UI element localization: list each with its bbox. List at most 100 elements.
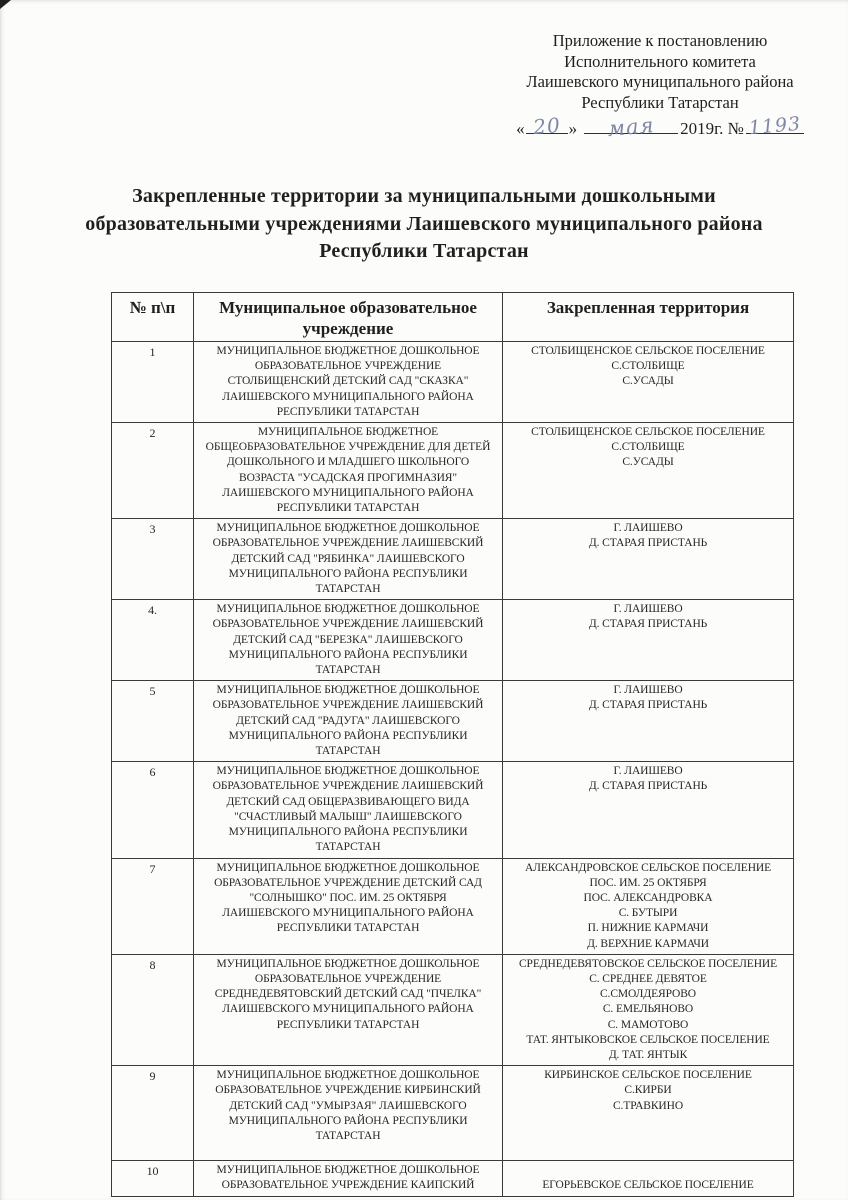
cell-line: ПОС. ИМ. 25 ОКТЯБРЯ bbox=[589, 876, 707, 889]
cell-line: ТАТАРСТАН bbox=[315, 664, 381, 677]
territory-cell: КИРБИНСКОЕ СЕЛЬСКОЕ ПОСЕЛЕНИЕ С.КИРБИ С.ТР… bbox=[502, 1065, 794, 1162]
cell-line: ОБРАЗОВАТЕЛЬНОЕ УЧРЕЖДЕНИЕ ЛАИШЕВСКИЙ bbox=[212, 537, 484, 550]
cell-line: П. НИЖНИЕ КАРМАЧИ bbox=[587, 922, 709, 935]
institution-cell: МУНИЦИПАЛЬНОЕ БЮДЖЕТНОЕ ДОШКОЛЬНОЕ ОБРАЗО… bbox=[193, 761, 503, 859]
cell-line: С.СМОЛДЕЯРОВО bbox=[599, 988, 697, 1001]
cell-line: ДОШКОЛЬНОГО И МЛАДШЕГО ШКОЛЬНОГО bbox=[226, 456, 470, 469]
cell-line: Д. СТАРАЯ ПРИСТАНЬ bbox=[588, 618, 708, 631]
cell-line: ОБРАЗОВАТЕЛЬНОЕ УЧРЕЖДЕНИЕ КИРБИНСКИЙ bbox=[215, 1084, 481, 1097]
col-header-number: № п\п bbox=[111, 292, 194, 342]
cell-line: ОБРАЗОВАТЕЛЬНОЕ УЧРЕЖДЕНИЕ bbox=[254, 360, 442, 373]
cell-line: ДЕТСКИЙ САД "РАДУГА" ЛАИШЕВСКОГО bbox=[236, 714, 460, 727]
cell-line: ДЕТСКИЙ САД "УМЫРЗАЯ" ЛАИШЕВСКОГО bbox=[229, 1099, 467, 1112]
cell-line: Д. ВЕРХНИЕ КАРМАЧИ bbox=[587, 937, 709, 950]
institution-cell: МУНИЦИПАЛЬНОЕ БЮДЖЕТНОЕ ДОШКОЛЬНОЕ ОБРАЗО… bbox=[193, 1160, 503, 1197]
table-row: 4. МУНИЦИПАЛЬНОЕ БЮДЖЕТНОЕ ДОШКОЛЬНОЕ ОБРА… bbox=[111, 599, 794, 682]
number-blank: 1193 bbox=[745, 112, 804, 139]
document-title: Закрепленные территории за муниципальным… bbox=[0, 183, 848, 266]
row-number: 9 bbox=[111, 1065, 194, 1162]
cell-line: МУНИЦИПАЛЬНОЕ БЮДЖЕТНОЕ ДОШКОЛЬНОЕ bbox=[216, 957, 480, 970]
cell-line: ВОЗРАСТА "УСАДСКАЯ ПРОГИМНАЗИЯ" bbox=[239, 471, 457, 484]
title-line-3: Республики Татарстан bbox=[319, 240, 529, 262]
row-number: 6 bbox=[111, 761, 194, 859]
cell-line: ЛАИШЕВСКОГО МУНИЦИПАЛЬНОГО РАЙОНА bbox=[222, 486, 474, 499]
cell-line: МУНИЦИПАЛЬНОГО РАЙОНА РЕСПУБЛИКИ bbox=[228, 567, 468, 580]
row-number: 2 bbox=[111, 422, 194, 520]
cell-line: МУНИЦИПАЛЬНОЕ БЮДЖЕТНОЕ ДОШКОЛЬНОЕ bbox=[216, 1164, 480, 1177]
cell-line: С.УСАДЫ bbox=[622, 456, 674, 469]
institution-cell: МУНИЦИПАЛЬНОЕ БЮДЖЕТНОЕ ДОШКОЛЬНОЕ ОБРАЗО… bbox=[193, 599, 503, 682]
cell-line: ОБРАЗОВАТЕЛЬНОЕ УЧРЕЖДЕНИЕ КАИПСКИЙ bbox=[221, 1179, 475, 1192]
cell-line: СРЕДНЕДЕВЯТОВСКИЙ ДЕТСКИЙ САД "ПЧЕЛКА" bbox=[214, 988, 482, 1001]
table-row: 2 МУНИЦИПАЛЬНОЕ БЮДЖЕТНОЕ ОБЩЕОБРАЗОВАТЕЛЬ… bbox=[111, 422, 794, 520]
cell-line: С.КИРБИ bbox=[624, 1084, 672, 1097]
cell-line: СТОЛБИЩЕНСКИЙ ДЕТСКИЙ САД "СКАЗКА" bbox=[227, 375, 469, 388]
territory-cell: Г. ЛАИШЕВО Д. СТАРАЯ ПРИСТАНЬ bbox=[502, 680, 794, 763]
table-row: 1 МУНИЦИПАЛЬНОЕ БЮДЖЕТНОЕ ДОШКОЛЬНОЕ ОБРАЗ… bbox=[111, 340, 794, 424]
cell-line: СТОЛБИЩЕНСКОЕ СЕЛЬСКОЕ ПОСЕЛЕНИЕ bbox=[531, 345, 765, 357]
handwritten-day: 20 bbox=[531, 112, 562, 139]
cell-line: МУНИЦИПАЛЬНОЕ БЮДЖЕТНОЕ ДОШКОЛЬНОЕ bbox=[216, 522, 480, 535]
cell-line: "СЧАСТЛИВЫЙ МАЛЫШ" ЛАИШЕВСКОГО bbox=[234, 810, 462, 823]
cell-line: МУНИЦИПАЛЬНОГО РАЙОНА РЕСПУБЛИКИ bbox=[228, 826, 468, 839]
cell-line: С.СТОЛБИЩЕ bbox=[611, 360, 685, 373]
cell-line: С. БУТЫРИ bbox=[618, 907, 678, 920]
cell-line: ЛАИШЕВСКОГО МУНИЦИПАЛЬНОГО РАЙОНА bbox=[222, 907, 474, 920]
cell-line: ТАТАРСТАН bbox=[315, 1129, 381, 1142]
territory-cell: Г. ЛАИШЕВО Д. СТАРАЯ ПРИСТАНЬ bbox=[502, 599, 794, 682]
cell-line: КИРБИНСКОЕ СЕЛЬСКОЕ ПОСЕЛЕНИЕ bbox=[544, 1069, 752, 1082]
cell-line: ДЕТСКИЙ САД "БЕРЕЗКА" ЛАИШЕВСКОГО bbox=[233, 633, 463, 646]
table-row: 7 МУНИЦИПАЛЬНОЕ БЮДЖЕТНОЕ ДОШКОЛЬНОЕ ОБРАЗ… bbox=[111, 857, 794, 955]
approval-stamp: Приложение к постановлению Исполнительно… bbox=[505, 31, 815, 140]
institution-cell: МУНИЦИПАЛЬНОЕ БЮДЖЕТНОЕ ДОШКОЛЬНОЕ ОБРАЗО… bbox=[193, 953, 503, 1067]
cell-line: С. ЕМЕЛЬЯНОВО bbox=[602, 1003, 694, 1016]
cell-line: ОБРАЗОВАТЕЛЬНОЕ УЧРЕЖДЕНИЕ ЛАИШЕВСКИЙ bbox=[212, 780, 484, 793]
territory-cell: АЛЕКСАНДРОВСКОЕ СЕЛЬСКОЕ ПОСЕЛЕНИЕ ПОС. И… bbox=[502, 857, 794, 955]
cell-line: Д. СТАРАЯ ПРИСТАНЬ bbox=[588, 537, 708, 550]
cell-line: ОБРАЗОВАТЕЛЬНОЕ УЧРЕЖДЕНИЕ ЛАИШЕВСКИЙ bbox=[212, 618, 484, 631]
cell-line: ОБРАЗОВАТЕЛЬНОЕ УЧРЕЖДЕНИЕ bbox=[254, 972, 442, 985]
cell-line: Г. ЛАИШЕВО bbox=[613, 765, 683, 778]
cell-line: Г. ЛАИШЕВО bbox=[613, 684, 683, 697]
institution-cell: МУНИЦИПАЛЬНОЕ БЮДЖЕТНОЕ ДОШКОЛЬНОЕ ОБРАЗО… bbox=[193, 1065, 503, 1162]
approval-line-2: Исполнительного комитета bbox=[564, 51, 756, 71]
territories-table: № п\п Муниципальное образовательное учре… bbox=[111, 292, 794, 1197]
cell-line: АЛЕКСАНДРОВСКОЕ СЕЛЬСКОЕ ПОСЕЛЕНИЕ bbox=[524, 861, 772, 874]
row-number: 7 bbox=[111, 857, 194, 955]
table-row: 3 МУНИЦИПАЛЬНОЕ БЮДЖЕТНОЕ ДОШКОЛЬНОЕ ОБРАЗ… bbox=[111, 518, 794, 601]
territory-cell: СТОЛБИЩЕНСКОЕ СЕЛЬСКОЕ ПОСЕЛЕНИЕ С.СТОЛБИ… bbox=[502, 422, 794, 520]
row-number: 10 bbox=[111, 1160, 194, 1197]
cell-line bbox=[507, 1163, 789, 1178]
institution-cell: МУНИЦИПАЛЬНОЕ БЮДЖЕТНОЕ ОБЩЕОБРАЗОВАТЕЛЬН… bbox=[193, 422, 503, 520]
row-number: 1 bbox=[111, 340, 194, 424]
approval-line-1: Приложение к постановлению bbox=[552, 31, 768, 50]
cell-line: МУНИЦИПАЛЬНОГО РАЙОНА РЕСПУБЛИКИ bbox=[228, 729, 468, 742]
date-line: « 20 » мая 2019г. № 1193 bbox=[505, 112, 815, 140]
cell-line: ТАТАРСТАН bbox=[315, 745, 381, 758]
territory-cell: СТОЛБИЩЕНСКОЕ СЕЛЬСКОЕ ПОСЕЛЕНИЕ С.СТОЛБИ… bbox=[502, 340, 794, 424]
cell-line: ЕГОРЬЕВСКОЕ СЕЛЬСКОЕ ПОСЕЛЕНИЕ bbox=[542, 1179, 754, 1192]
cell-line: МУНИЦИПАЛЬНОЕ БЮДЖЕТНОЕ bbox=[257, 426, 439, 439]
cell-line: С. МАМОТОВО bbox=[607, 1018, 689, 1031]
day-blank: 20 bbox=[525, 112, 568, 139]
cell-line: РЕСПУБЛИКИ ТАТАРСТАН bbox=[276, 1018, 420, 1031]
cell-line: МУНИЦИПАЛЬНОЕ БЮДЖЕТНОЕ ДОШКОЛЬНОЕ bbox=[216, 861, 480, 874]
handwritten-number: 1193 bbox=[747, 112, 802, 139]
territory-cell: Г. ЛАИШЕВО Д. СТАРАЯ ПРИСТАНЬ bbox=[502, 761, 794, 859]
row-number: 8 bbox=[111, 953, 194, 1067]
month-blank: мая bbox=[584, 113, 679, 140]
cell-line: "СОЛНЫШКО" ПОС. ИМ. 25 ОКТЯБРЯ bbox=[249, 891, 447, 904]
cell-line: РЕСПУБЛИКИ ТАТАРСТАН bbox=[276, 502, 420, 515]
cell-line: МУНИЦИПАЛЬНОГО РАЙОНА РЕСПУБЛИКИ bbox=[228, 1114, 468, 1127]
cell-line: ТАТАРСТАН bbox=[315, 583, 381, 596]
institution-cell: МУНИЦИПАЛЬНОЕ БЮДЖЕТНОЕ ДОШКОЛЬНОЕ ОБРАЗО… bbox=[193, 857, 503, 955]
table-body: 1 МУНИЦИПАЛЬНОЕ БЮДЖЕТНОЕ ДОШКОЛЬНОЕ ОБРАЗ… bbox=[111, 340, 794, 1197]
cell-line: СРЕДНЕДЕВЯТОВСКОЕ СЕЛЬСКОЕ ПОСЕЛЕНИЕ bbox=[518, 957, 778, 970]
table-row: 8 МУНИЦИПАЛЬНОЕ БЮДЖЕТНОЕ ДОШКОЛЬНОЕ ОБРАЗ… bbox=[111, 953, 794, 1067]
cell-line: МУНИЦИПАЛЬНОЕ БЮДЖЕТНОЕ ДОШКОЛЬНОЕ bbox=[216, 1069, 480, 1082]
open-quote: « bbox=[516, 119, 525, 138]
cell-line: ОБЩЕОБРАЗОВАТЕЛЬНОЕ УЧРЕЖДЕНИЕ ДЛЯ ДЕТЕЙ bbox=[205, 441, 491, 454]
cell-line: ДЕТСКИЙ САД ОБЩЕРАЗВИВАЮЩЕГО ВИДА bbox=[226, 795, 470, 808]
title-line-1: Закрепленные территории за муниципальным… bbox=[132, 185, 716, 207]
